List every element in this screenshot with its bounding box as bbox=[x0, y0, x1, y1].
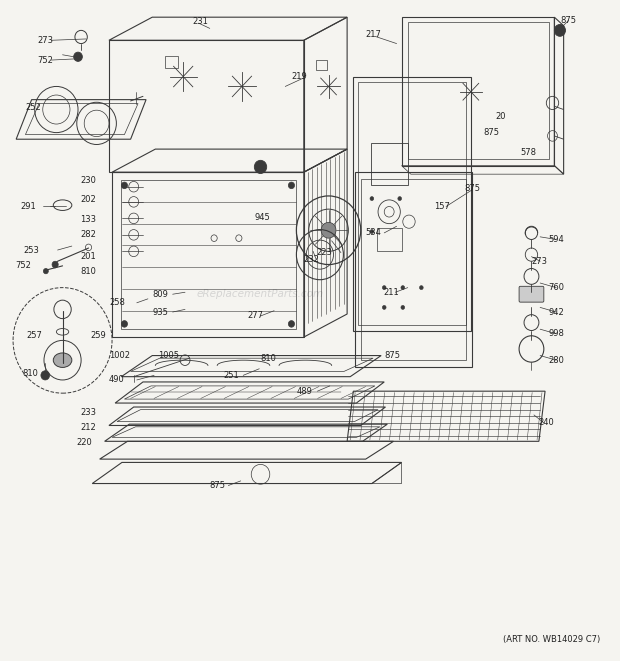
Circle shape bbox=[122, 182, 128, 188]
Text: 280: 280 bbox=[548, 356, 564, 365]
Text: 1002: 1002 bbox=[109, 351, 130, 360]
Text: 251: 251 bbox=[223, 371, 239, 380]
Ellipse shape bbox=[53, 353, 72, 368]
Text: 223: 223 bbox=[316, 248, 332, 257]
Text: 998: 998 bbox=[548, 329, 564, 338]
Text: 273: 273 bbox=[37, 36, 53, 45]
FancyBboxPatch shape bbox=[519, 286, 544, 302]
Circle shape bbox=[321, 222, 336, 238]
Circle shape bbox=[43, 268, 48, 274]
Text: 942: 942 bbox=[548, 307, 564, 317]
Circle shape bbox=[401, 305, 405, 309]
Text: 257: 257 bbox=[27, 331, 43, 340]
Text: 212: 212 bbox=[81, 423, 97, 432]
Circle shape bbox=[41, 371, 50, 380]
Text: 202: 202 bbox=[81, 196, 97, 204]
Text: 752: 752 bbox=[16, 261, 32, 270]
Circle shape bbox=[420, 286, 423, 290]
Text: 240: 240 bbox=[539, 418, 555, 428]
Text: 752: 752 bbox=[37, 56, 53, 65]
Circle shape bbox=[122, 321, 128, 327]
Text: 231: 231 bbox=[192, 17, 208, 26]
Text: 875: 875 bbox=[464, 184, 480, 193]
Text: 259: 259 bbox=[91, 331, 106, 340]
Text: 594: 594 bbox=[548, 235, 564, 244]
Text: 1005: 1005 bbox=[159, 351, 179, 360]
Text: 232: 232 bbox=[304, 254, 320, 264]
Text: (ART NO. WB14029 C7): (ART NO. WB14029 C7) bbox=[503, 635, 601, 644]
Text: 252: 252 bbox=[25, 103, 41, 112]
Text: 534: 534 bbox=[366, 229, 381, 237]
Text: 253: 253 bbox=[24, 245, 40, 254]
Text: 945: 945 bbox=[254, 213, 270, 221]
Text: 273: 273 bbox=[531, 256, 547, 266]
Text: 230: 230 bbox=[81, 176, 97, 184]
Text: 810: 810 bbox=[22, 369, 38, 378]
Circle shape bbox=[401, 286, 405, 290]
Text: 935: 935 bbox=[153, 307, 168, 317]
Circle shape bbox=[254, 161, 267, 174]
Text: 875: 875 bbox=[560, 16, 577, 25]
Circle shape bbox=[398, 196, 402, 200]
Text: 875: 875 bbox=[483, 128, 499, 137]
Circle shape bbox=[288, 182, 294, 188]
Text: 217: 217 bbox=[366, 30, 381, 40]
Circle shape bbox=[370, 196, 374, 200]
Text: 875: 875 bbox=[384, 351, 401, 360]
Text: 201: 201 bbox=[81, 252, 97, 261]
Text: 810: 810 bbox=[81, 266, 97, 276]
Text: 282: 282 bbox=[81, 230, 97, 239]
Text: 875: 875 bbox=[210, 481, 226, 490]
Text: 133: 133 bbox=[81, 215, 97, 224]
Text: 233: 233 bbox=[81, 408, 97, 417]
Text: eReplacementParts.com: eReplacementParts.com bbox=[197, 290, 324, 299]
Text: 291: 291 bbox=[20, 202, 36, 211]
Text: 211: 211 bbox=[383, 288, 399, 297]
Text: 157: 157 bbox=[434, 202, 450, 211]
Text: 810: 810 bbox=[260, 354, 277, 363]
Text: 490: 490 bbox=[109, 375, 125, 385]
Circle shape bbox=[52, 261, 58, 268]
Text: 20: 20 bbox=[495, 112, 506, 120]
Circle shape bbox=[383, 286, 386, 290]
Text: 809: 809 bbox=[153, 290, 168, 299]
Circle shape bbox=[554, 24, 565, 36]
Circle shape bbox=[74, 52, 82, 61]
Text: 760: 760 bbox=[548, 283, 564, 292]
Text: 219: 219 bbox=[291, 72, 307, 81]
Text: 258: 258 bbox=[109, 298, 125, 307]
Circle shape bbox=[383, 305, 386, 309]
Text: 220: 220 bbox=[76, 438, 92, 447]
Circle shape bbox=[288, 321, 294, 327]
Text: 489: 489 bbox=[296, 387, 312, 396]
Text: 578: 578 bbox=[520, 148, 536, 157]
Circle shape bbox=[370, 229, 374, 233]
Text: 277: 277 bbox=[247, 311, 263, 321]
